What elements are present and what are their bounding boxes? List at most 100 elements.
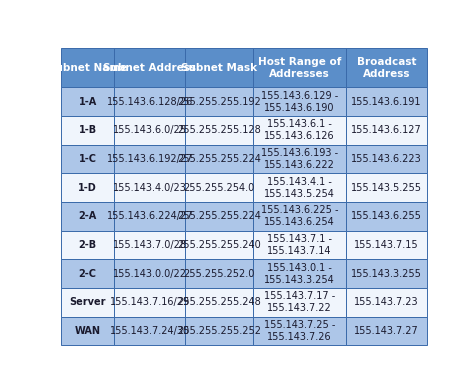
Bar: [346, 317, 427, 346]
Text: 255.255.255.128: 255.255.255.128: [177, 125, 261, 135]
Text: 1-B: 1-B: [79, 125, 97, 135]
Text: 255.255.255.224: 255.255.255.224: [177, 154, 261, 164]
Text: Subnet Name: Subnet Name: [48, 63, 128, 73]
Bar: [185, 48, 253, 87]
Bar: [61, 317, 114, 346]
Bar: [114, 174, 185, 202]
Text: 155.143.0.0/22: 155.143.0.0/22: [113, 269, 187, 279]
Bar: [185, 202, 253, 231]
Text: 255.255.255.224: 255.255.255.224: [177, 211, 261, 222]
Text: 155.143.6.129 -
155.143.6.190: 155.143.6.129 - 155.143.6.190: [261, 91, 338, 113]
Bar: [114, 48, 185, 87]
Text: 155.143.7.0/28: 155.143.7.0/28: [113, 240, 187, 250]
Bar: [253, 48, 346, 87]
Bar: [61, 116, 114, 145]
Text: 1-D: 1-D: [78, 183, 97, 193]
Bar: [185, 231, 253, 259]
Text: 155.143.6.192/27: 155.143.6.192/27: [107, 154, 193, 164]
Text: 155.143.6.191: 155.143.6.191: [351, 97, 422, 107]
Bar: [61, 288, 114, 317]
Bar: [346, 48, 427, 87]
Bar: [185, 288, 253, 317]
Bar: [114, 202, 185, 231]
Bar: [253, 231, 346, 259]
Bar: [346, 174, 427, 202]
Text: 155.143.0.1 -
155.143.3.254: 155.143.0.1 - 155.143.3.254: [264, 263, 335, 285]
Text: 155.143.6.225 -
155.143.6.254: 155.143.6.225 - 155.143.6.254: [261, 206, 338, 227]
Text: 255.255.255.248: 255.255.255.248: [177, 298, 261, 307]
Bar: [185, 259, 253, 288]
Text: 1-C: 1-C: [79, 154, 97, 164]
Text: 155.143.7.1 -
155.143.7.14: 155.143.7.1 - 155.143.7.14: [267, 234, 332, 256]
Text: 155.143.6.255: 155.143.6.255: [351, 211, 422, 222]
Bar: [61, 145, 114, 174]
Text: 155.143.6.1 -
155.143.6.126: 155.143.6.1 - 155.143.6.126: [264, 119, 335, 141]
Bar: [114, 317, 185, 346]
Bar: [114, 87, 185, 116]
Text: 155.143.7.17 -
155.143.7.22: 155.143.7.17 - 155.143.7.22: [264, 291, 335, 314]
Bar: [61, 48, 114, 87]
Text: Broadcast
Address: Broadcast Address: [356, 57, 416, 79]
Text: 155.143.5.255: 155.143.5.255: [351, 183, 422, 193]
Text: 155.143.7.27: 155.143.7.27: [354, 326, 419, 336]
Bar: [253, 259, 346, 288]
Text: 255.255.255.192: 255.255.255.192: [177, 97, 261, 107]
Text: 155.143.7.24/30: 155.143.7.24/30: [109, 326, 190, 336]
Bar: [114, 116, 185, 145]
Bar: [346, 259, 427, 288]
Bar: [114, 288, 185, 317]
Text: 155.143.4.0/23: 155.143.4.0/23: [113, 183, 187, 193]
Text: 255.255.252.0: 255.255.252.0: [183, 269, 255, 279]
Bar: [61, 231, 114, 259]
Bar: [253, 87, 346, 116]
Text: 155.143.6.193 -
155.143.6.222: 155.143.6.193 - 155.143.6.222: [261, 148, 338, 170]
Text: 255.255.254.0: 255.255.254.0: [183, 183, 255, 193]
Text: 255.255.255.240: 255.255.255.240: [177, 240, 261, 250]
Bar: [253, 116, 346, 145]
Text: 2-C: 2-C: [79, 269, 97, 279]
Text: 155.143.6.223: 155.143.6.223: [351, 154, 422, 164]
Bar: [61, 87, 114, 116]
Bar: [114, 145, 185, 174]
Bar: [346, 116, 427, 145]
Bar: [185, 116, 253, 145]
Text: 1-A: 1-A: [79, 97, 97, 107]
Bar: [346, 145, 427, 174]
Bar: [185, 145, 253, 174]
Bar: [253, 288, 346, 317]
Bar: [185, 87, 253, 116]
Bar: [253, 174, 346, 202]
Text: 2-A: 2-A: [79, 211, 97, 222]
Bar: [61, 174, 114, 202]
Bar: [253, 317, 346, 346]
Text: 155.143.4.1 -
155.143.5.254: 155.143.4.1 - 155.143.5.254: [264, 177, 335, 199]
Bar: [346, 87, 427, 116]
Text: Subnet Mask: Subnet Mask: [181, 63, 257, 73]
Bar: [185, 317, 253, 346]
Bar: [61, 259, 114, 288]
Text: Subnet Address: Subnet Address: [103, 63, 196, 73]
Text: 155.143.7.23: 155.143.7.23: [354, 298, 419, 307]
Bar: [114, 259, 185, 288]
Text: Host Range of
Addresses: Host Range of Addresses: [258, 57, 341, 79]
Bar: [346, 288, 427, 317]
Text: 155.143.6.128/26: 155.143.6.128/26: [107, 97, 193, 107]
Text: 155.143.7.16/29: 155.143.7.16/29: [109, 298, 190, 307]
Text: 155.143.6.224/27: 155.143.6.224/27: [107, 211, 193, 222]
Text: 155.143.6.127: 155.143.6.127: [351, 125, 422, 135]
Text: 155.143.7.25 -
155.143.7.26: 155.143.7.25 - 155.143.7.26: [264, 320, 335, 342]
Text: 155.143.7.15: 155.143.7.15: [354, 240, 419, 250]
Bar: [346, 231, 427, 259]
Text: 255.255.255.252: 255.255.255.252: [177, 326, 261, 336]
Bar: [253, 202, 346, 231]
Text: 2-B: 2-B: [79, 240, 97, 250]
Bar: [346, 202, 427, 231]
Text: Server: Server: [69, 298, 106, 307]
Text: 155.143.3.255: 155.143.3.255: [351, 269, 422, 279]
Text: 155.143.6.0/25: 155.143.6.0/25: [113, 125, 187, 135]
Bar: [61, 202, 114, 231]
Text: WAN: WAN: [74, 326, 100, 336]
Bar: [114, 231, 185, 259]
Bar: [253, 145, 346, 174]
Bar: [185, 174, 253, 202]
